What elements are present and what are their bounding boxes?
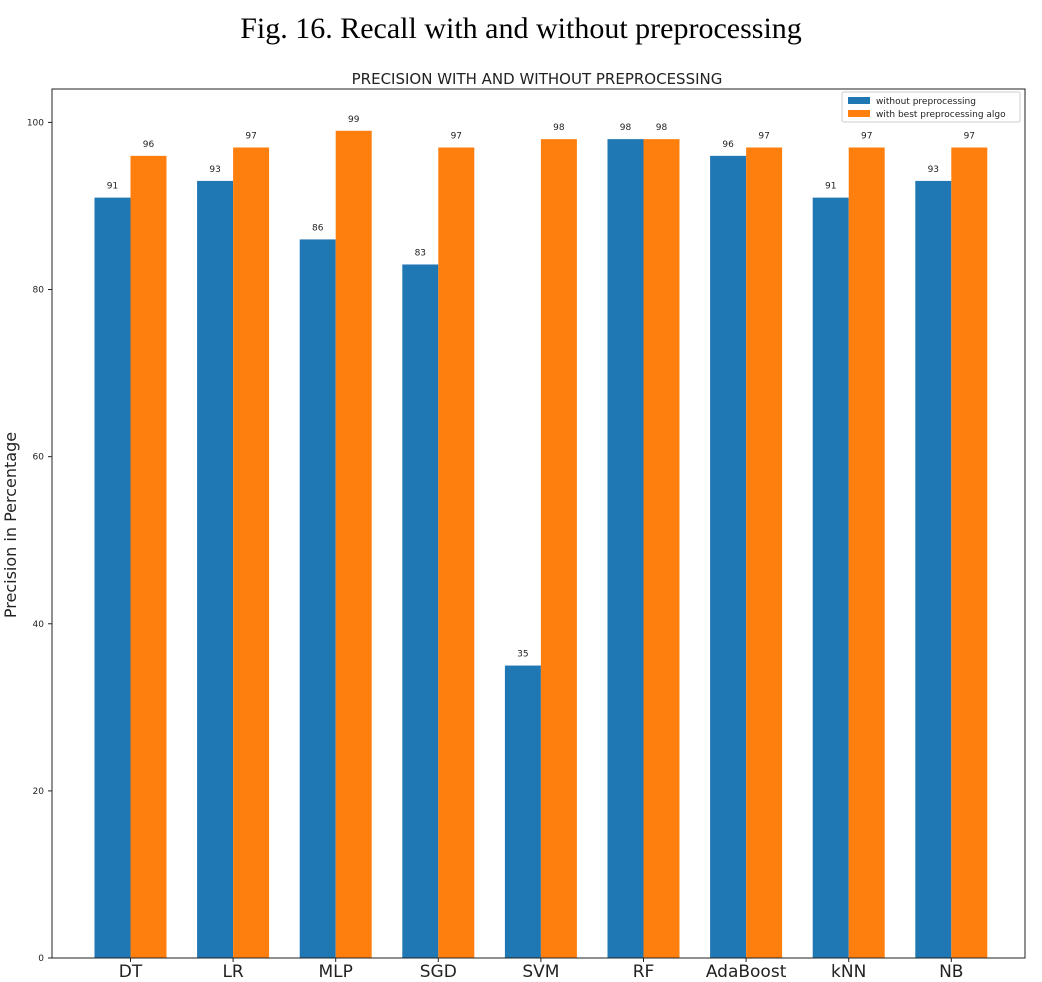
y-tick-label-0: 0 <box>38 954 44 964</box>
data-label-svm-series-2: 98 <box>553 123 565 133</box>
y-tick-label-40: 40 <box>33 620 45 630</box>
x-tick-label-svm: SVM <box>522 962 559 982</box>
data-label-sgd-series-2: 97 <box>451 131 462 141</box>
bar-rf-series-1 <box>607 139 644 958</box>
data-label-adaboost-series-1: 96 <box>722 140 734 150</box>
data-label-nb-series-1: 93 <box>928 165 939 175</box>
legend: without preprocessing with best preproce… <box>841 91 1021 123</box>
bar-nb-series-2 <box>951 147 988 959</box>
plot-frame <box>51 88 1026 959</box>
bar-lr-series-2 <box>233 147 270 959</box>
bar-mlp-series-1 <box>299 239 336 959</box>
x-tick-label-lr: LR <box>222 962 243 982</box>
legend-swatch-without-preprocessing <box>848 97 870 104</box>
legend-label-with-best-preprocessing: with best preprocessing algo <box>876 110 1006 120</box>
bar-lr-series-1 <box>197 180 234 959</box>
data-label-nb-series-2: 97 <box>964 131 975 141</box>
bar-sgd-series-2 <box>438 147 475 959</box>
data-label-rf-series-1: 98 <box>620 123 632 133</box>
bar-nb-series-1 <box>915 180 952 959</box>
bar-svm-series-1 <box>504 665 541 958</box>
bar-knn-series-2 <box>848 147 885 959</box>
y-tick-label-100: 100 <box>27 118 44 128</box>
data-label-knn-series-1: 91 <box>825 182 836 192</box>
bar-knn-series-1 <box>812 197 849 958</box>
x-tick-label-sgd: SGD <box>420 962 457 982</box>
x-tick-label-mlp: MLP <box>319 962 353 982</box>
legend-box <box>841 91 1021 123</box>
x-tick-label-knn: kNN <box>831 962 866 982</box>
y-axis: 0 20 40 60 80 100 <box>27 118 52 964</box>
y-tick-label-20: 20 <box>33 787 45 797</box>
legend-label-without-preprocessing: without preprocessing <box>876 97 976 107</box>
data-label-lr-series-2: 97 <box>245 131 256 141</box>
data-labels-layer: 91 96 93 97 86 99 83 97 35 98 98 98 96 97 91 97 93 97 <box>107 115 975 660</box>
bar-dt-series-1 <box>94 197 131 958</box>
data-label-sgd-series-1: 83 <box>415 248 426 258</box>
bar-sgd-series-1 <box>402 264 439 958</box>
x-tick-label-nb: NB <box>939 962 963 982</box>
data-label-dt-series-1: 91 <box>107 182 118 192</box>
x-tick-label-rf: RF <box>633 962 655 982</box>
y-tick-label-80: 80 <box>33 286 45 296</box>
bar-rf-series-2 <box>643 139 680 958</box>
bar-adaboost-series-1 <box>710 155 747 958</box>
figure-caption: Fig. 16. Recall with and without preproc… <box>240 12 802 45</box>
y-tick-label-60: 60 <box>33 453 45 463</box>
bar-dt-series-2 <box>130 155 167 958</box>
chart-title: PRECISION WITH AND WITHOUT PREPROCESSING <box>352 70 723 88</box>
data-label-rf-series-2: 98 <box>656 123 668 133</box>
bar-svm-series-2 <box>540 139 577 958</box>
data-label-adaboost-series-2: 97 <box>758 131 769 141</box>
bar-mlp-series-2 <box>335 130 372 959</box>
y-axis-label: Precision in Percentage <box>1 432 20 618</box>
legend-swatch-with-best-preprocessing <box>848 110 870 117</box>
x-tick-label-adaboost: AdaBoost <box>706 962 787 982</box>
data-label-knn-series-2: 97 <box>861 131 872 141</box>
bars-layer <box>94 130 988 959</box>
data-label-lr-series-1: 93 <box>209 165 220 175</box>
x-axis: DT LR MLP SGD SVM RF AdaBoost kNN NB <box>119 958 963 982</box>
bar-adaboost-series-2 <box>746 147 783 959</box>
data-label-mlp-series-2: 99 <box>348 115 360 125</box>
data-label-dt-series-2: 96 <box>143 140 155 150</box>
x-tick-label-dt: DT <box>119 962 143 982</box>
data-label-svm-series-1: 35 <box>517 650 528 660</box>
data-label-mlp-series-1: 86 <box>312 223 324 233</box>
